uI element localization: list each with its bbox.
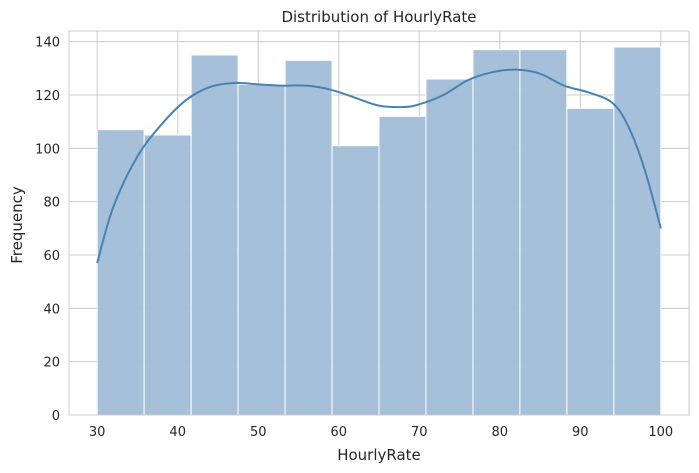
x-tick-label: 90 — [572, 425, 589, 440]
y-tick-label: 20 — [43, 356, 60, 371]
histogram-bars — [96, 46, 662, 416]
histogram-bar — [378, 115, 427, 416]
histogram-bar — [472, 49, 521, 416]
x-tick-label: 40 — [169, 425, 186, 440]
histogram-bar — [519, 49, 568, 416]
x-tick-label: 30 — [89, 425, 106, 440]
y-tick-label: 40 — [43, 302, 60, 317]
y-tick-label: 60 — [43, 249, 60, 264]
histogram-bar — [190, 54, 239, 416]
chart-title: Distribution of HourlyRate — [281, 8, 476, 26]
y-tick-label: 120 — [35, 89, 60, 104]
histogram-bar — [566, 107, 615, 416]
plot-frame — [68, 30, 690, 416]
histogram-bar — [425, 78, 474, 416]
histogram-bar — [96, 129, 145, 416]
y-axis-title: Frequency — [8, 186, 26, 264]
x-tick-label: 60 — [330, 425, 347, 440]
y-tick-labels: 0 20 40 60 80 100 120 140 — [35, 36, 60, 424]
y-tick-label: 140 — [35, 36, 60, 51]
x-tick-label: 100 — [648, 425, 673, 440]
kde-curve — [96, 68, 662, 264]
x-tick-label: 80 — [492, 425, 509, 440]
histogram-bar — [331, 145, 380, 416]
histogram-bar — [284, 59, 333, 416]
y-tick-label: 100 — [35, 142, 60, 157]
x-tick-labels: 30 40 50 60 70 80 90 100 — [89, 425, 673, 440]
histogram-bar — [613, 46, 662, 416]
y-tick-label: 80 — [43, 196, 60, 211]
x-tick-label: 50 — [250, 425, 267, 440]
x-tick-label: 70 — [411, 425, 428, 440]
histogram-bar — [143, 134, 192, 416]
histogram-bar — [237, 83, 286, 416]
y-tick-label: 0 — [52, 409, 60, 424]
kde-curve-layer — [96, 68, 662, 264]
x-axis-title: HourlyRate — [337, 446, 421, 464]
